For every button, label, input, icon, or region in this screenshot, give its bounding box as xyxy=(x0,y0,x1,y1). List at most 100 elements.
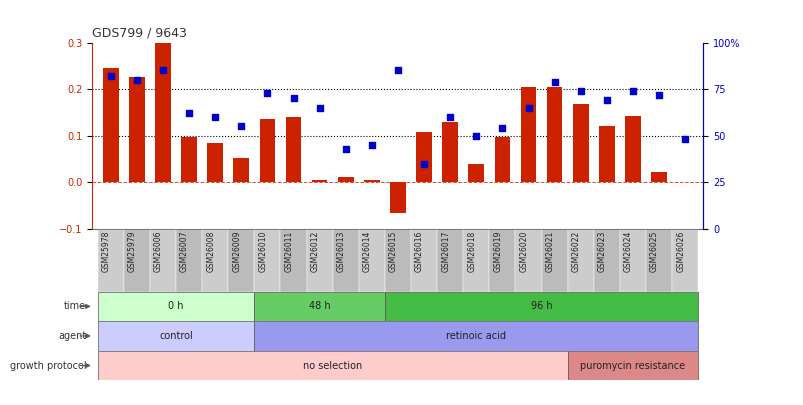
Point xyxy=(130,77,143,83)
Text: GSM26010: GSM26010 xyxy=(258,231,267,272)
Text: GSM25979: GSM25979 xyxy=(128,231,137,272)
Bar xyxy=(671,229,698,292)
Bar xyxy=(646,229,671,292)
Text: growth protocol: growth protocol xyxy=(10,360,86,371)
Point xyxy=(209,114,222,120)
Text: GSM26006: GSM26006 xyxy=(153,231,163,272)
Text: GSM26023: GSM26023 xyxy=(597,231,606,272)
Point xyxy=(339,145,352,152)
Bar xyxy=(103,68,118,182)
Bar xyxy=(149,229,176,292)
Bar xyxy=(619,229,646,292)
Text: GSM26013: GSM26013 xyxy=(336,231,345,272)
Bar xyxy=(389,182,406,213)
Bar xyxy=(97,292,254,321)
Bar xyxy=(306,229,332,292)
Bar xyxy=(442,122,458,182)
Text: GSM26007: GSM26007 xyxy=(180,231,189,272)
Text: puromycin resistance: puromycin resistance xyxy=(580,360,685,371)
Text: GSM26026: GSM26026 xyxy=(675,231,684,272)
Point xyxy=(495,125,508,132)
Bar xyxy=(207,143,222,182)
Bar xyxy=(468,164,483,182)
Bar xyxy=(124,229,149,292)
Bar xyxy=(625,116,640,182)
Text: agent: agent xyxy=(58,331,86,341)
Bar xyxy=(233,158,249,182)
Text: GSM26009: GSM26009 xyxy=(232,231,241,272)
Bar xyxy=(463,229,489,292)
Text: time: time xyxy=(64,301,86,311)
Text: GSM26018: GSM26018 xyxy=(467,231,475,272)
Bar xyxy=(181,137,197,182)
Bar xyxy=(228,229,254,292)
Text: 48 h: 48 h xyxy=(308,301,330,311)
Bar xyxy=(332,229,358,292)
Text: retinoic acid: retinoic acid xyxy=(446,331,506,341)
Bar xyxy=(97,351,567,380)
Bar xyxy=(259,119,275,182)
Point xyxy=(443,114,456,120)
Bar xyxy=(128,77,145,182)
Point xyxy=(234,123,247,130)
Text: GSM26016: GSM26016 xyxy=(414,231,423,272)
Bar xyxy=(541,229,567,292)
Bar xyxy=(155,42,170,182)
Bar xyxy=(573,104,588,182)
Bar xyxy=(280,229,306,292)
Point xyxy=(104,73,117,79)
Point xyxy=(182,110,195,117)
Point xyxy=(157,67,169,74)
Bar xyxy=(97,229,124,292)
Bar xyxy=(567,351,698,380)
Text: GSM25978: GSM25978 xyxy=(102,231,111,272)
Bar xyxy=(567,229,593,292)
Point xyxy=(573,88,586,94)
Point xyxy=(365,142,378,148)
Text: GSM26022: GSM26022 xyxy=(571,231,580,272)
Text: GSM26011: GSM26011 xyxy=(284,231,293,272)
Bar xyxy=(410,229,437,292)
Text: GSM26012: GSM26012 xyxy=(310,231,320,272)
Point xyxy=(313,104,326,111)
Point xyxy=(391,67,404,74)
Text: GSM26008: GSM26008 xyxy=(206,231,215,272)
Text: 96 h: 96 h xyxy=(530,301,552,311)
Bar xyxy=(598,126,614,182)
Point xyxy=(521,104,534,111)
Bar xyxy=(650,172,666,182)
Text: GSM26014: GSM26014 xyxy=(362,231,372,272)
Point xyxy=(469,132,482,139)
Bar xyxy=(254,292,385,321)
Bar xyxy=(364,180,379,182)
Bar xyxy=(494,136,510,182)
Text: GSM26019: GSM26019 xyxy=(493,231,502,272)
Bar xyxy=(385,229,410,292)
Point xyxy=(548,79,560,85)
Point xyxy=(626,88,638,94)
Bar xyxy=(489,229,515,292)
Bar xyxy=(437,229,463,292)
Text: GSM26020: GSM26020 xyxy=(519,231,528,272)
Text: GDS799 / 9643: GDS799 / 9643 xyxy=(92,27,187,40)
Text: GSM26021: GSM26021 xyxy=(545,231,554,272)
Bar xyxy=(97,321,254,351)
Bar xyxy=(416,132,431,182)
Bar xyxy=(515,229,541,292)
Bar xyxy=(337,177,353,182)
Point xyxy=(417,160,430,167)
Point xyxy=(678,136,691,143)
Bar xyxy=(546,87,562,182)
Point xyxy=(600,97,613,104)
Text: GSM26025: GSM26025 xyxy=(650,231,658,272)
Text: GSM26017: GSM26017 xyxy=(441,231,450,272)
Bar xyxy=(176,229,202,292)
Bar xyxy=(520,87,536,182)
Bar xyxy=(358,229,385,292)
Text: GSM26024: GSM26024 xyxy=(623,231,632,272)
Bar xyxy=(312,180,327,182)
Text: GSM26015: GSM26015 xyxy=(389,231,397,272)
Bar xyxy=(254,229,280,292)
Point xyxy=(261,90,274,96)
Point xyxy=(652,92,665,98)
